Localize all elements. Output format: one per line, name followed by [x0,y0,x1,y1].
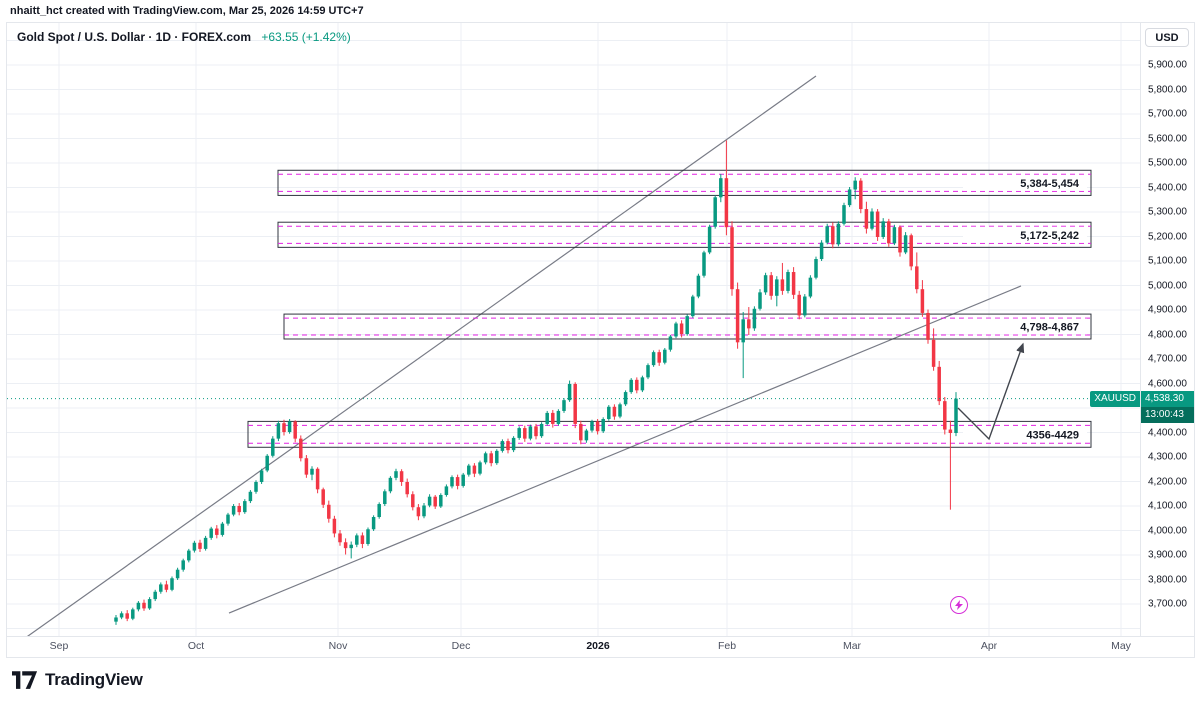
attribution-text: nhaitt_hct created with TradingView.com,… [10,5,364,17]
tradingview-mark-icon [12,670,38,689]
price-tick-label: 5,300.00 [1148,206,1187,218]
zone-label: 5,384-5,454 [1020,178,1080,190]
currency-button[interactable]: USD [1145,28,1189,47]
price-tick-label: 5,900.00 [1148,59,1187,71]
price-tick-label: 3,700.00 [1148,598,1187,610]
price-tick-label: 5,000.00 [1148,280,1187,291]
price-tick-label: 5,100.00 [1148,255,1187,267]
zone-label: 4356-4429 [1026,429,1079,441]
price-tick-label: 4,800.00 [1148,329,1187,340]
arrow-annotation [957,342,1025,441]
tradingview-logo[interactable]: TradingView [12,670,143,690]
lightning-bolt-icon [955,600,963,610]
time-tick-label: Dec [451,640,471,652]
bar-countdown: 13:00:43 [1141,406,1194,423]
zone-labels: 5,384-5,454 5,172-5,242 4,798-4,867 4356-44… [963,174,1087,443]
price-tick-label: 3,800.00 [1148,574,1187,585]
time-tick-label: May [1111,640,1131,652]
flash-icon[interactable] [950,596,968,614]
price-tick-label: 4,200.00 [1148,476,1187,487]
chart-widget: 5,384-5,454 5,172-5,242 4,798-4,867 4356-44… [6,22,1195,658]
time-tick-label: Apr [980,640,998,652]
price-tick-label: 4,100.00 [1148,500,1187,512]
price-tick-label: 4,600.00 [1148,378,1187,389]
tradingview-logo-text: TradingView [45,670,143,689]
current-price-label: XAUUSD 4,538.30 13:00:43 [1090,390,1194,423]
time-tick-label: Mar [842,640,862,652]
price-tick-label: 4,400.00 [1148,427,1187,438]
time-tick-label: Oct [187,640,205,652]
zone-label: 5,172-5,242 [1020,230,1079,242]
price-change: +63.55 (+1.42%) [261,30,351,44]
price-tick-label: 5,800.00 [1148,84,1187,95]
chart-legend: Gold Spot / U.S. Dollar · 1D · FOREX.com… [17,30,351,44]
candlestick-chart[interactable]: 5,384-5,454 5,172-5,242 4,798-4,867 4356-44… [7,23,1140,636]
price-tick-label: 5,400.00 [1148,182,1187,193]
price-tick-label: 5,500.00 [1148,157,1187,169]
symbol-title: Gold Spot / U.S. Dollar · 1D · FOREX.com [17,30,252,44]
price-tick-label: 4,900.00 [1148,304,1187,316]
price-tick-label: 4,000.00 [1148,525,1187,536]
price-tick-label: 3,900.00 [1148,549,1187,561]
candles-series [114,140,958,625]
price-tick-label: 4,700.00 [1148,353,1187,365]
time-axis[interactable]: Sep Oct Nov Dec 2026 Feb Mar Apr May [7,636,1194,657]
time-tick-label: Feb [717,640,737,652]
price-value-badge: 4,538.30 [1141,390,1194,407]
trend-lines [26,75,1022,636]
current-price-row: XAUUSD 4,538.30 [1090,390,1194,407]
zone-label: 4,798-4,867 [1020,322,1079,334]
symbol-badge: XAUUSD [1090,390,1140,407]
price-tick-label: 5,700.00 [1148,108,1187,120]
time-tick-label: Sep [49,640,69,652]
time-tick-label: 2026 [586,640,610,652]
price-tick-label: 5,600.00 [1148,133,1187,144]
price-axis[interactable]: 3,700.00 3,800.00 3,900.00 4,000.00 4,100.00… [1140,23,1194,637]
time-tick-label: Nov [328,640,348,652]
price-tick-label: 4,300.00 [1148,451,1187,463]
price-tick-label: 5,200.00 [1148,231,1187,242]
